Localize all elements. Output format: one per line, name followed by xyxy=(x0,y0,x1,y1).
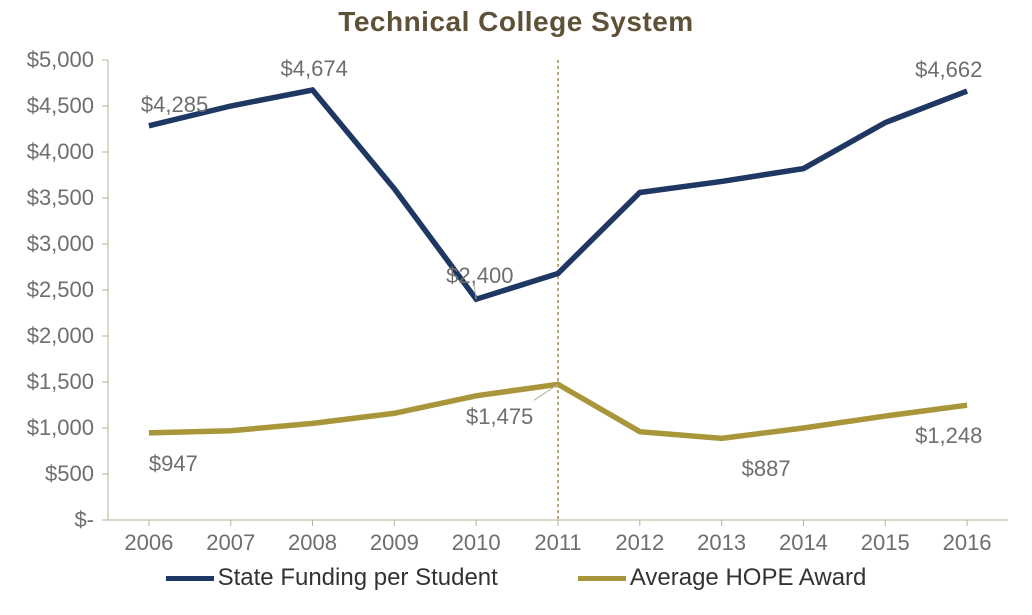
x-axis-label: 2012 xyxy=(600,530,680,556)
x-axis-label: 2011 xyxy=(518,530,598,556)
x-axis-label: 2013 xyxy=(682,530,762,556)
x-axis-label: 2009 xyxy=(354,530,434,556)
x-axis-label: 2010 xyxy=(436,530,516,556)
data-label: $1,475 xyxy=(466,404,533,430)
y-axis-label: $4,500 xyxy=(0,93,94,119)
y-axis-label: $3,500 xyxy=(0,185,94,211)
x-axis-label: 2007 xyxy=(191,530,271,556)
y-axis-label: $2,000 xyxy=(0,323,94,349)
legend-label-0: State Funding per Student xyxy=(218,564,498,592)
data-label: $947 xyxy=(149,451,198,477)
data-label: $2,400 xyxy=(446,263,513,289)
chart-container: Technical College System State Funding p… xyxy=(0,0,1032,615)
legend-item-1: Average HOPE Award xyxy=(578,564,867,592)
x-axis-label: 2016 xyxy=(927,530,1007,556)
y-axis-label: $1,000 xyxy=(0,415,94,441)
y-axis-label: $2,500 xyxy=(0,277,94,303)
plot-svg xyxy=(108,60,1008,520)
data-label: $4,674 xyxy=(281,56,348,82)
y-axis-label: $1,500 xyxy=(0,369,94,395)
x-axis-label: 2008 xyxy=(273,530,353,556)
y-axis-label: $500 xyxy=(0,461,94,487)
chart-title: Technical College System xyxy=(0,6,1032,38)
data-label: $4,662 xyxy=(915,57,982,83)
legend-swatch-0 xyxy=(166,576,214,581)
legend-swatch-1 xyxy=(578,576,626,581)
x-axis-label: 2015 xyxy=(845,530,925,556)
y-axis-label: $- xyxy=(0,507,94,533)
data-label: $4,285 xyxy=(141,92,208,118)
x-axis-label: 2014 xyxy=(763,530,843,556)
data-label: $887 xyxy=(742,456,791,482)
plot-area xyxy=(108,60,1008,520)
y-axis-label: $3,000 xyxy=(0,231,94,257)
y-axis-label: $4,000 xyxy=(0,139,94,165)
y-axis-label: $5,000 xyxy=(0,47,94,73)
data-label: $1,248 xyxy=(915,423,982,449)
legend-item-0: State Funding per Student xyxy=(166,564,498,592)
x-axis-label: 2006 xyxy=(109,530,189,556)
legend-label-1: Average HOPE Award xyxy=(630,564,867,592)
legend: State Funding per Student Average HOPE A… xyxy=(0,564,1032,592)
